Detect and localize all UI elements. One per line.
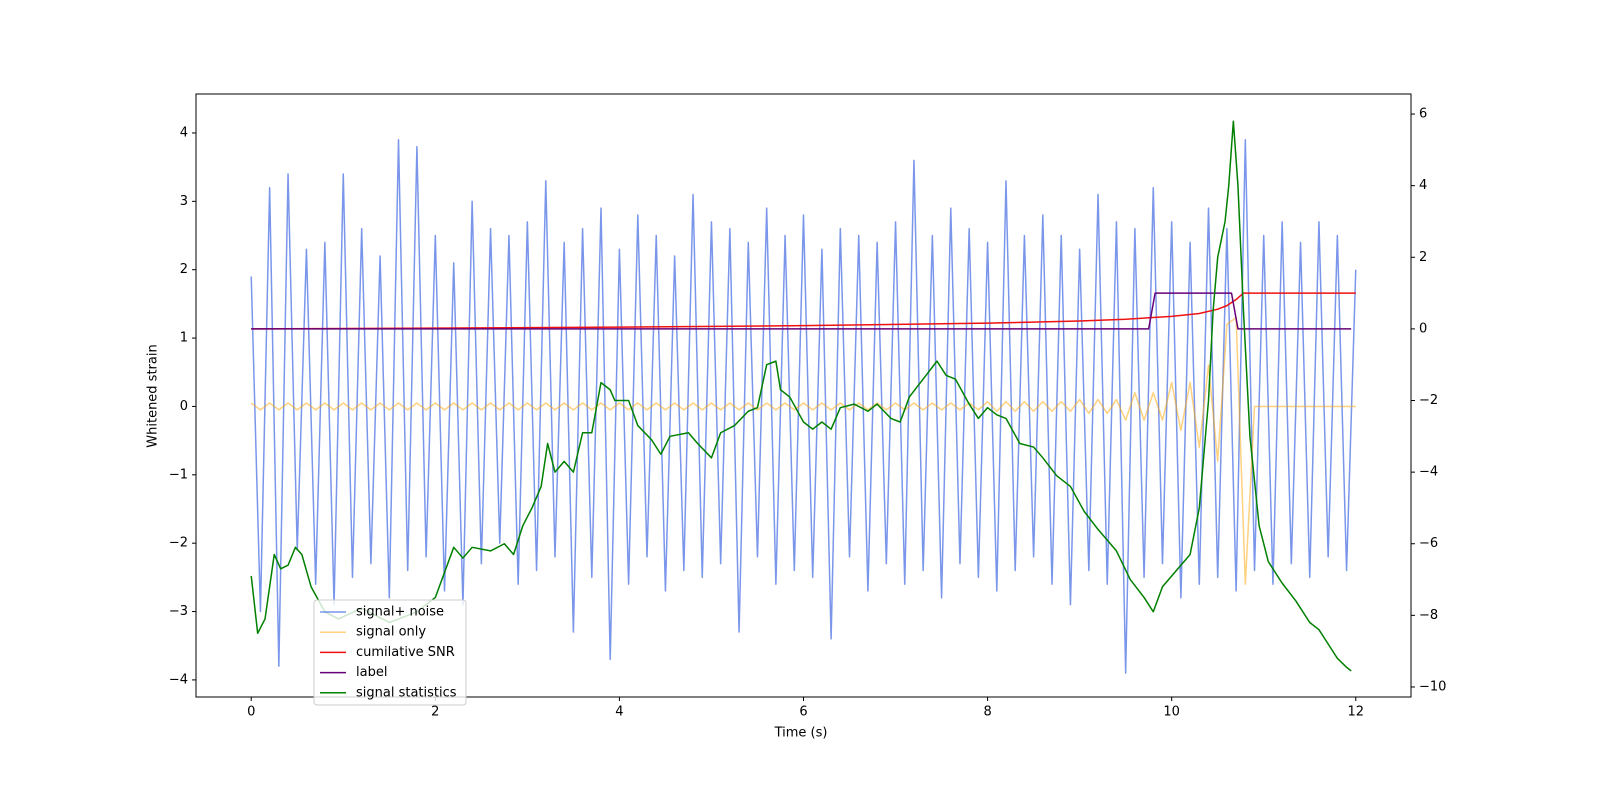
x-tick-label: 0 xyxy=(247,705,255,720)
x-tick-label: 6 xyxy=(799,705,807,720)
plot-area xyxy=(250,120,1357,674)
y2-tick-label: −2 xyxy=(1419,393,1438,408)
x-tick-label: 12 xyxy=(1347,705,1364,720)
y-tick-label: 2 xyxy=(180,262,188,277)
y-tick-label: 1 xyxy=(180,331,188,346)
x-tick-label: 10 xyxy=(1163,705,1180,720)
y2-tick-label: −6 xyxy=(1419,536,1438,551)
series-line xyxy=(251,292,1352,330)
y-tick-label: −4 xyxy=(169,672,188,687)
series-line xyxy=(250,139,1357,674)
y-tick-label: 0 xyxy=(180,399,188,414)
y2-tick-label: 4 xyxy=(1419,178,1427,193)
x-tick-label: 8 xyxy=(983,705,991,720)
y2-tick-label: −4 xyxy=(1419,465,1438,480)
y2-tick-label: −10 xyxy=(1419,679,1446,694)
y-tick-label: −3 xyxy=(169,604,188,619)
series-line xyxy=(250,120,1352,672)
series-line xyxy=(250,316,1356,585)
legend-label: signal only xyxy=(356,625,426,640)
legend-label: signal+ noise xyxy=(356,605,444,620)
x-tick-label: 2 xyxy=(431,705,439,720)
x-axis-label: Time (s) xyxy=(774,726,828,741)
legend-label: label xyxy=(356,665,387,680)
x-tick-label: 4 xyxy=(615,705,623,720)
legend: signal+ noise signal only cumilative SNR la… xyxy=(313,599,467,706)
series-line xyxy=(251,292,1356,330)
y-axis-label: Whitened strain xyxy=(146,344,161,447)
y-tick-label: 3 xyxy=(180,194,188,209)
y-tick-label: −2 xyxy=(169,536,188,551)
y-tick-label: −1 xyxy=(169,467,188,482)
legend-label: cumilative SNR xyxy=(356,645,455,660)
y2-tick-label: 6 xyxy=(1419,107,1427,122)
y2-tick-label: −8 xyxy=(1419,608,1438,623)
y2-tick-label: 0 xyxy=(1419,321,1427,336)
y2-tick-label: 2 xyxy=(1419,250,1427,265)
legend-label: signal statistics xyxy=(356,685,457,700)
legend-box xyxy=(313,599,467,706)
y-tick-label: 4 xyxy=(180,125,188,140)
